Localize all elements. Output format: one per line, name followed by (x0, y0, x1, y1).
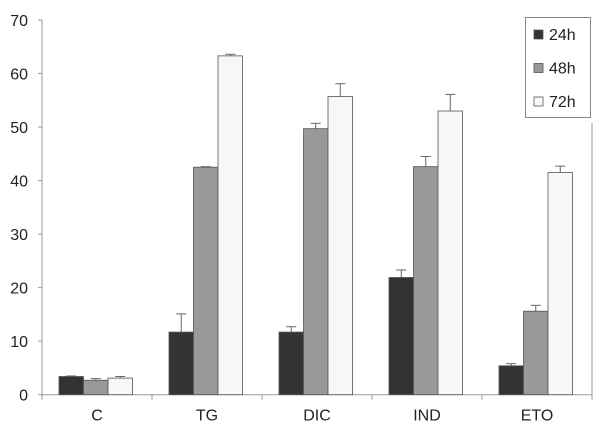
x-tick-label: DIC (303, 408, 331, 425)
x-tick-label: TG (196, 408, 218, 425)
y-tick-label: 0 (19, 388, 28, 405)
bar-24h-C (58, 376, 84, 396)
bar-48h-DIC (303, 128, 329, 396)
bar-72h-DIC (327, 96, 353, 396)
legend-label: 24h (549, 27, 576, 44)
legend-swatch-48h (533, 63, 544, 73)
bar-72h-C (107, 377, 133, 396)
bar-24h-TG (168, 331, 194, 396)
y-tick-label: 10 (10, 334, 28, 351)
legend: 24h 48h 72h (525, 17, 591, 118)
bar-72h-TG (217, 55, 243, 396)
y-tick-label: 60 (10, 67, 28, 84)
y-tick-label: 70 (10, 13, 28, 30)
bar-48h-ETO (523, 310, 549, 396)
legend-label: 48h (549, 61, 576, 78)
bar-72h-IND (437, 110, 463, 396)
bar-48h-C (83, 379, 109, 396)
bar-48h-IND (413, 166, 439, 396)
bar-24h-IND (388, 277, 414, 396)
legend-label: 72h (549, 94, 576, 111)
axes: 0 10 20 30 40 50 60 70 C TG DIC IND ETO (10, 13, 593, 425)
legend-swatch-72h (533, 96, 544, 107)
bar-72h-ETO (547, 172, 573, 396)
y-tick-label: 40 (10, 174, 28, 191)
bar-24h-ETO (498, 365, 524, 396)
y-tick-label: 20 (10, 281, 28, 298)
y-tick-label: 50 (10, 120, 28, 137)
x-tick-label: ETO (521, 408, 554, 425)
bar-48h-TG (193, 166, 219, 396)
bars (58, 53, 573, 396)
x-tick-label: IND (413, 408, 441, 425)
bar-24h-DIC (278, 331, 304, 396)
x-tick-label: C (91, 408, 103, 425)
y-tick-label: 30 (10, 227, 28, 244)
legend-swatch-24h (533, 29, 544, 40)
